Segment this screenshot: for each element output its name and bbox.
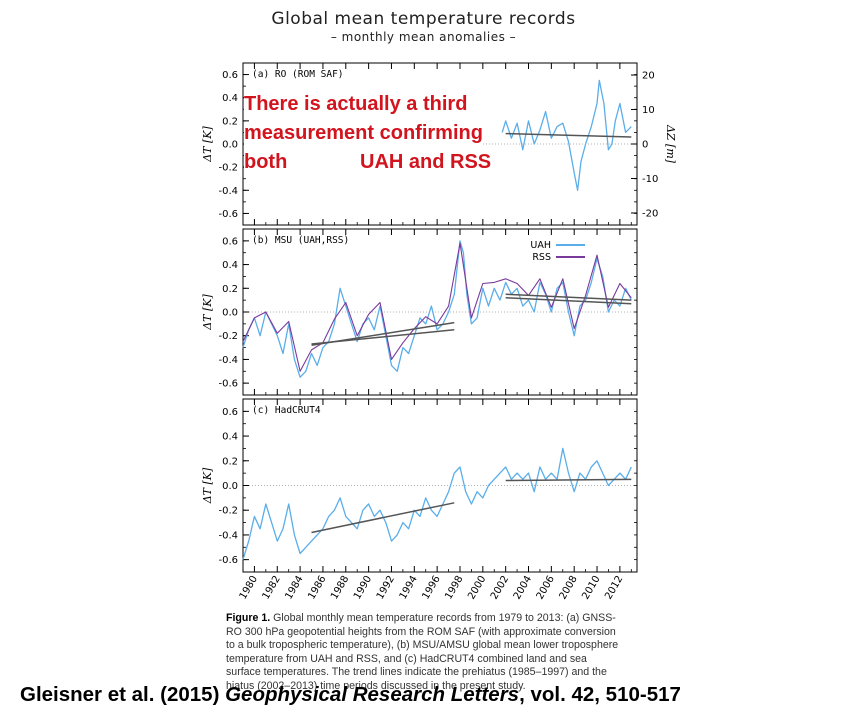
- y-right-tick-label: -20: [642, 208, 658, 219]
- x-tick-label: 1992: [375, 574, 397, 602]
- y-tick-label: 0.2: [222, 456, 238, 467]
- legend-label: UAH: [530, 240, 551, 251]
- y-tick-label: -0.2: [218, 163, 238, 174]
- x-tick-label: 2008: [558, 574, 580, 602]
- y-right-axis-label: ΔZ [m]: [664, 124, 677, 164]
- trend-line: [505, 297, 632, 305]
- y-tick-label: 0.4: [222, 93, 238, 104]
- trend-line: [311, 321, 455, 346]
- x-tick-label: 2004: [512, 574, 534, 602]
- y-tick-label: -0.4: [218, 186, 238, 197]
- x-tick-label: 2010: [580, 574, 602, 602]
- figure-title: Global mean temperature records: [271, 9, 576, 29]
- temperature-chart: 0.60.40.20.0-0.2-0.4-0.6ΔT [K]20100-10-2…: [201, 62, 677, 602]
- x-tick-label: 1982: [261, 574, 283, 602]
- x-tick-label: 2000: [466, 574, 488, 602]
- figure-caption: Figure 1. Global monthly mean temperatur…: [226, 612, 621, 693]
- x-tick-label: 1988: [329, 574, 351, 602]
- y-axis-label: ΔT [K]: [201, 126, 214, 163]
- panel-label: (c) HadCRUT4: [252, 405, 321, 416]
- trend-line: [505, 293, 632, 301]
- y-tick-label: -0.2: [218, 331, 238, 342]
- y-right-tick-label: 0: [642, 140, 648, 151]
- panel-label: (b) MSU (UAH,RSS): [252, 235, 349, 246]
- y-right-tick-label: 10: [642, 105, 655, 116]
- y-tick-label: -0.6: [218, 379, 238, 390]
- y-tick-label: -0.2: [218, 506, 238, 517]
- y-tick-label: 0.2: [222, 284, 238, 295]
- y-tick-label: 0.0: [222, 308, 238, 319]
- y-tick-label: -0.4: [218, 355, 238, 366]
- legend-label: RSS: [532, 252, 551, 263]
- y-tick-label: -0.4: [218, 530, 238, 541]
- x-tick-label: 1980: [238, 574, 260, 602]
- y-tick-label: 0.0: [222, 481, 238, 492]
- caption-text: Global monthly mean temperature records …: [226, 612, 619, 692]
- y-axis-label: ΔT [K]: [201, 467, 214, 504]
- y-tick-label: 0.4: [222, 260, 238, 271]
- citation-authors: Gleisner et al. (2015): [20, 683, 226, 706]
- panel-frame-msu: [242, 228, 638, 396]
- annotation-line-3b: UAH and RSS: [360, 151, 492, 174]
- x-tick-label: 1984: [283, 574, 305, 602]
- caption-label: Figure 1.: [226, 612, 271, 624]
- y-tick-label: 0.6: [222, 407, 238, 418]
- series-line-uah: [242, 240, 632, 378]
- series-line-hadcrut: [242, 447, 632, 560]
- y-right-tick-label: 20: [642, 71, 655, 82]
- y-tick-label: 0.6: [222, 70, 238, 81]
- citation-details: , vol. 42, 510-517: [519, 683, 681, 706]
- x-tick-label: 1986: [306, 574, 328, 602]
- y-tick-label: 0.6: [222, 236, 238, 247]
- y-tick-label: -0.6: [218, 209, 238, 220]
- citation: Gleisner et al. (2015) Geophysical Resea…: [20, 683, 681, 707]
- y-axis-label: ΔT [K]: [201, 294, 214, 331]
- series-line-ro: [501, 79, 632, 191]
- y-tick-label: 0.4: [222, 432, 238, 443]
- x-tick-label: 1994: [398, 574, 420, 602]
- series-line-rss: [242, 242, 632, 372]
- citation-journal: Geophysical Research Letters: [225, 683, 520, 706]
- annotation-line-2: measurement confirming: [244, 122, 483, 145]
- annotation-line-1: There is actually a third: [244, 93, 468, 116]
- x-tick-label: 1998: [443, 574, 465, 602]
- panel-label: (a) RO (ROM SAF): [252, 69, 344, 80]
- panel-frame-hadcrut: [242, 398, 638, 573]
- x-tick-label: 2002: [489, 574, 511, 602]
- y-right-tick-label: -10: [642, 174, 658, 185]
- x-tick-label: 1996: [420, 574, 442, 602]
- x-tick-label: 1990: [352, 574, 374, 602]
- trend-line: [505, 132, 632, 138]
- x-tick-label: 2006: [535, 574, 557, 602]
- y-tick-label: -0.6: [218, 555, 238, 566]
- figure-subtitle: – monthly mean anomalies –: [330, 30, 517, 44]
- y-tick-label: 0.0: [222, 140, 238, 151]
- annotation-line-3a: both: [244, 151, 288, 174]
- trend-line: [311, 502, 455, 534]
- trend-line: [505, 478, 632, 482]
- x-tick-label: 2012: [603, 574, 625, 602]
- y-tick-label: 0.2: [222, 116, 238, 127]
